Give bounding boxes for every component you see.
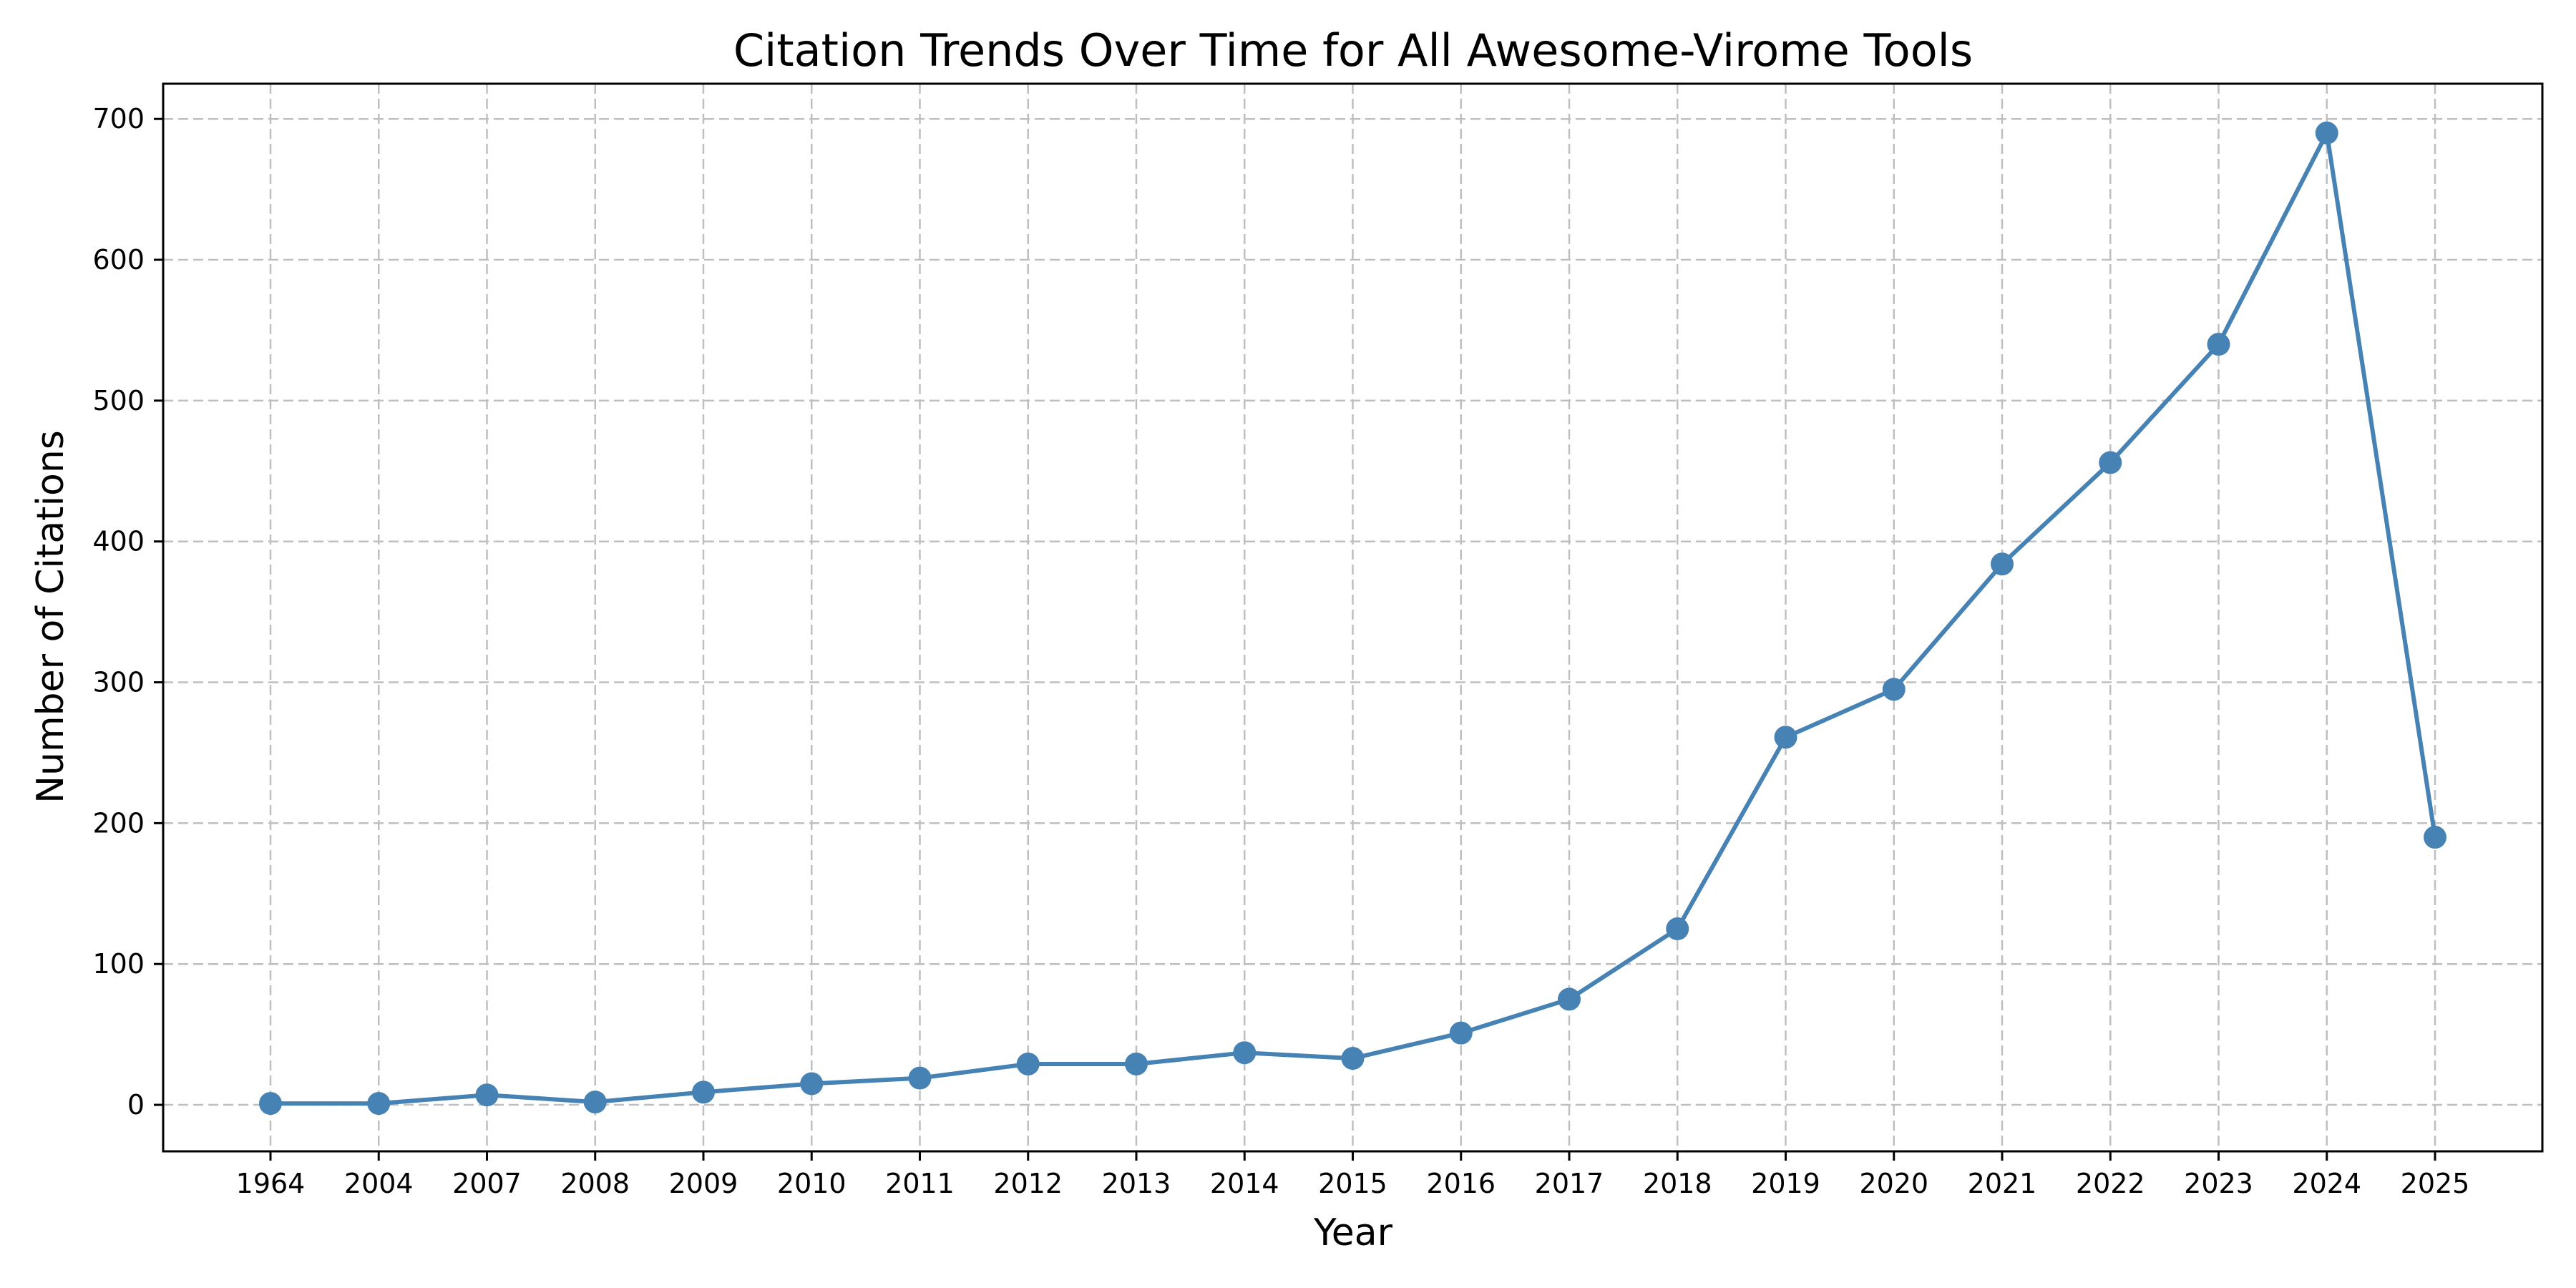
x-tick-label: 2018 <box>1643 1168 1712 1199</box>
x-tick-label: 2013 <box>1102 1168 1171 1199</box>
x-tick-label: 2024 <box>2292 1168 2361 1199</box>
y-tick-label: 600 <box>92 244 145 275</box>
y-tick-label: 100 <box>92 948 145 980</box>
data-point <box>1449 1021 1473 1045</box>
data-point <box>908 1066 932 1090</box>
y-tick-label: 300 <box>92 667 145 698</box>
y-tick-label: 200 <box>92 807 145 839</box>
x-gridlines <box>269 84 2436 1151</box>
x-tick-label: 2010 <box>777 1168 847 1199</box>
data-point <box>1125 1052 1148 1075</box>
data-point <box>1882 678 1906 701</box>
x-tick-label: 2011 <box>885 1168 955 1199</box>
x-tick-label: 2025 <box>2401 1168 2470 1199</box>
data-point <box>475 1083 499 1107</box>
y-tick-label: 0 <box>127 1089 145 1121</box>
data-point <box>1341 1047 1365 1070</box>
y-tick-label: 400 <box>92 526 145 557</box>
x-tick-label: 2012 <box>993 1168 1063 1199</box>
x-axis: 1964 2004 2007 2008 2009 2010 2011 2012 2013 2014… <box>236 1151 2470 1199</box>
x-tick-label: 2007 <box>452 1168 522 1199</box>
x-tick-label: 2019 <box>1751 1168 1820 1199</box>
data-point <box>1558 987 1581 1011</box>
data-point <box>1991 552 2014 576</box>
data-point <box>800 1072 824 1096</box>
x-tick-label: 2009 <box>669 1168 738 1199</box>
y-axis: 0 100 200 300 400 500 600 700 <box>92 103 163 1121</box>
data-point <box>1774 726 1797 749</box>
x-tick-label: 2017 <box>1535 1168 1604 1199</box>
y-tick-label: 500 <box>92 385 145 416</box>
data-point <box>1016 1052 1040 1075</box>
chart-title: Citation Trends Over Time for All Awesom… <box>733 24 1973 77</box>
data-point <box>2424 826 2446 849</box>
x-tick-label: 2014 <box>1210 1168 1279 1199</box>
x-axis-label: Year <box>1313 1211 1393 1254</box>
x-tick-label: 2016 <box>1426 1168 1496 1199</box>
x-tick-label: 2020 <box>1859 1168 1928 1199</box>
data-point <box>692 1080 715 1104</box>
y-tick-label: 700 <box>92 103 145 135</box>
y-axis-label: Number of Citations <box>29 430 72 804</box>
series-layer <box>259 121 2446 1116</box>
data-point <box>2099 451 2122 474</box>
x-tick-label: 2021 <box>1968 1168 2037 1199</box>
data-point <box>367 1092 391 1116</box>
x-tick-label: 1964 <box>236 1168 306 1199</box>
x-tick-label: 2023 <box>2184 1168 2253 1199</box>
data-point <box>2207 333 2230 356</box>
data-point <box>1233 1041 1257 1065</box>
data-point <box>259 1092 282 1116</box>
x-tick-label: 2004 <box>344 1168 414 1199</box>
data-point <box>1666 917 1689 941</box>
x-tick-label: 2008 <box>560 1168 630 1199</box>
data-point <box>583 1091 607 1114</box>
x-tick-label: 2022 <box>2076 1168 2145 1199</box>
data-point <box>2315 121 2338 145</box>
x-tick-label: 2015 <box>1318 1168 1387 1199</box>
